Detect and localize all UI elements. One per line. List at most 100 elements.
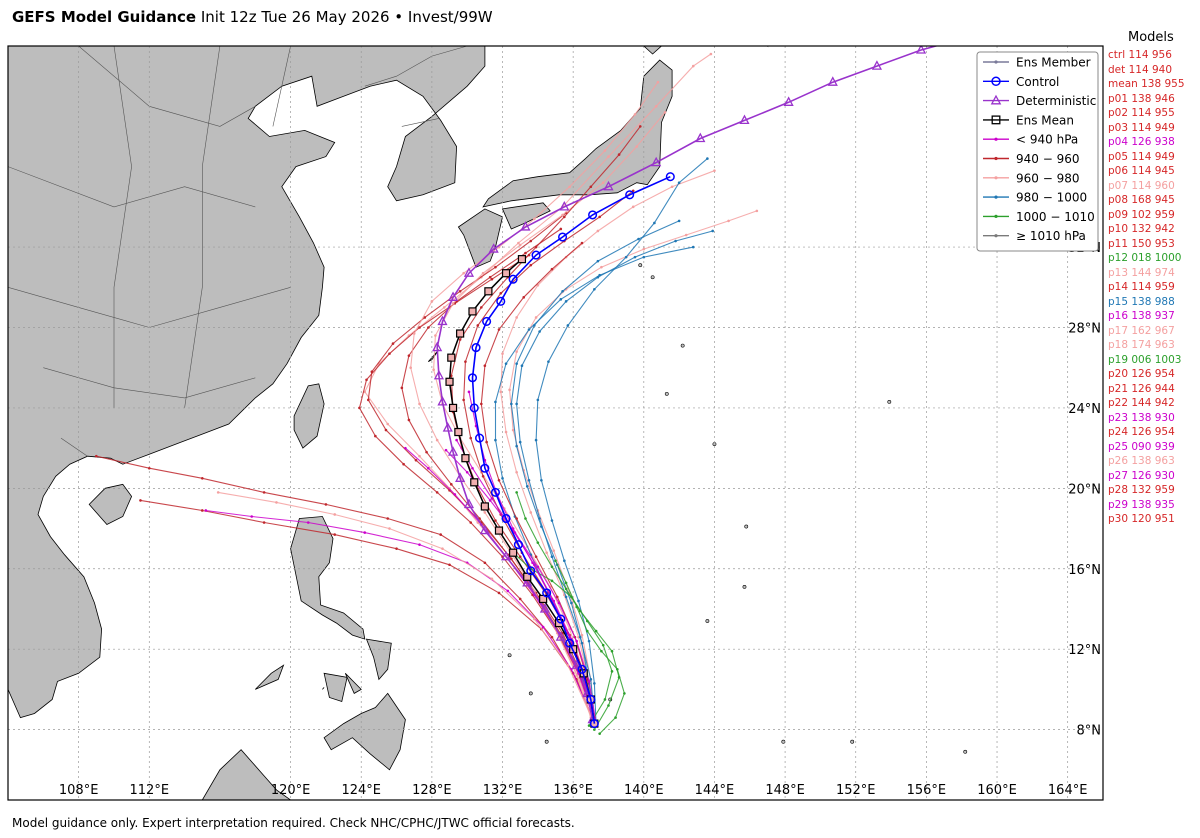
member-point [481,474,485,478]
model-entry: p05 114 949 [1108,150,1175,163]
member-point [366,398,370,402]
member-point [449,483,453,486]
deterministic-point [463,267,475,277]
member-point [564,595,568,599]
legend-marker-dot [994,195,998,199]
member-point [518,243,522,247]
model-entry: p21 126 944 [1108,382,1175,395]
model-entry: p22 144 942 [1108,397,1175,409]
control-point [490,487,501,497]
member-point [508,388,511,392]
member-point [483,364,487,367]
member-point [561,290,564,293]
member-point [306,521,310,524]
control-point [471,343,481,353]
member-point [520,364,524,367]
model-entry: p12 018 1000 [1108,252,1182,264]
lat-tick-label: 20°N [1068,482,1101,497]
model-entry: p24 126 954 [1108,426,1175,438]
member-point [490,497,494,500]
island-12 [650,275,655,280]
member-point [536,565,540,569]
legend-marker-dot [994,214,998,218]
member-point [709,52,713,56]
member-point [596,229,600,233]
member-point [435,491,439,494]
province-border-9 [60,437,88,457]
member-point [596,259,600,263]
control-point [589,719,599,729]
mean-point [456,329,465,338]
member-point [536,541,540,544]
deterministic-point [961,33,969,41]
control-point [556,614,566,624]
deterministic-point [559,200,570,211]
land-16 [427,349,440,363]
model-entry: p19 006 1003 [1108,353,1182,366]
control-point [586,694,596,705]
deterministic-point [437,396,448,406]
member-point [444,448,448,452]
deterministic-track [436,46,939,720]
member-point [464,360,467,363]
island-10 [781,739,786,744]
member-point [427,466,430,470]
member-point [418,454,421,458]
lat-tick-label: 12°N [1068,643,1101,658]
member-point [593,287,596,291]
member-point [480,306,483,309]
legend-label: Ens Mean [1016,113,1074,127]
model-entry: p09 102 959 [1108,208,1175,221]
member-point [517,241,520,245]
legend-marker-dot [994,176,998,180]
member-point [363,531,367,534]
legend-marker-dot [994,234,998,238]
member-point [488,275,492,279]
member-point [633,255,637,259]
lon-tick-label: 128°E [412,783,452,798]
deterministic-point [520,221,531,231]
member-point [388,527,391,530]
lon-tick-label: 156°E [907,783,947,798]
member-point [458,338,462,341]
legend-label: 980 − 1000 [1016,191,1087,205]
control-point [565,638,575,648]
member-point [476,324,480,327]
member-point [603,149,607,152]
legend-marker-square [991,115,1001,125]
member-point [515,444,518,448]
member-point [448,563,451,567]
control-point [526,566,536,576]
land-13 [482,59,673,208]
lon-tick-label: 132°E [483,783,523,798]
control-point [469,403,479,413]
province-border-4 [113,46,132,408]
model-entry: p18 174 963 [1108,339,1175,351]
member-point [490,577,494,581]
member-track-7 [401,228,595,718]
model-entry: p11 150 953 [1108,237,1175,250]
deterministic-point [522,576,533,587]
member-point [409,366,412,370]
member-point [262,491,266,494]
member-point [610,670,614,673]
member-point [478,517,481,520]
member-point [550,519,554,522]
member-point [455,438,458,442]
member-point [365,378,368,382]
member-point [575,639,578,643]
member-point [494,400,497,404]
member-point [563,559,566,563]
province-border-0 [78,46,256,127]
model-entry: p10 132 942 [1108,223,1175,235]
member-point [488,499,492,502]
deterministic-point [442,422,453,432]
mean-point [470,478,479,487]
member-point [568,185,571,189]
member-point [499,390,503,394]
lon-tick-label: 120°E [271,783,311,798]
member-point [139,499,142,502]
legend-marker-dot [994,60,998,64]
deterministic-point [433,369,445,380]
member-point [617,676,621,679]
